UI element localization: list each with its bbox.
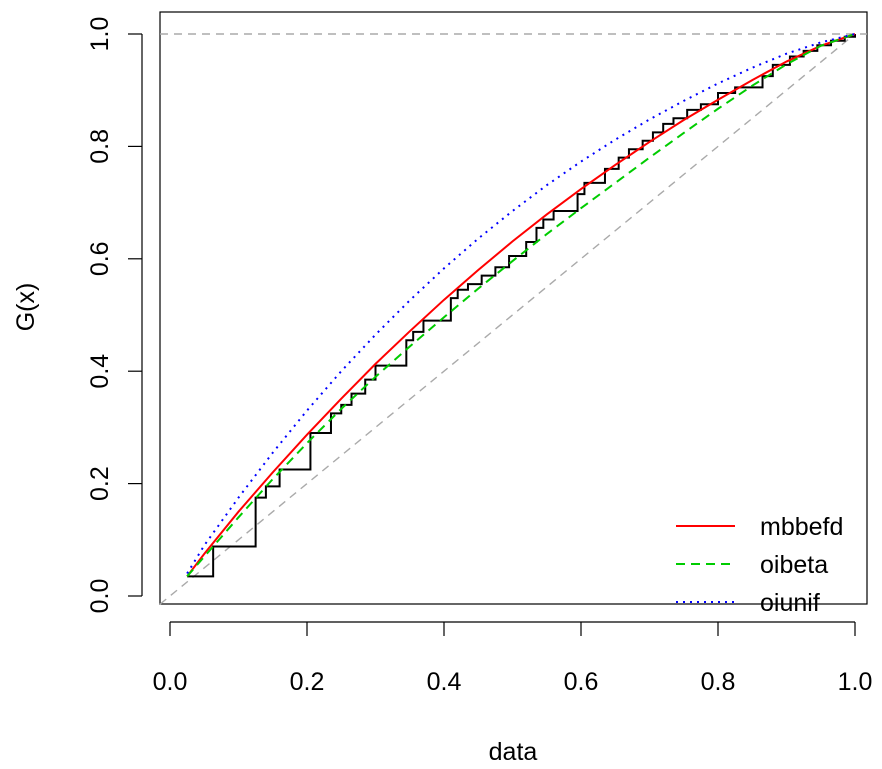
series-line-oibeta <box>186 33 856 577</box>
reference-line-diagonal <box>159 33 856 605</box>
series-line-mbbefd <box>186 33 856 577</box>
x-tick-label: 0.0 <box>153 668 188 696</box>
y-axis: 0.0 0.2 0.4 0.6 0.8 1.0 <box>86 17 143 614</box>
y-tick-label: 0.4 <box>86 354 114 389</box>
y-tick-label: 0.0 <box>86 579 114 614</box>
legend-label-mbbefd: mbbefd <box>760 513 843 541</box>
empirical-step-line <box>187 34 856 578</box>
x-tick-label: 1.0 <box>838 668 873 696</box>
x-tick-label: 0.2 <box>290 668 325 696</box>
x-tick-label: 0.6 <box>564 668 599 696</box>
series-line-oiunif <box>186 33 856 575</box>
reference-lines <box>159 33 867 605</box>
y-tick-label: 0.6 <box>86 241 114 276</box>
legend-label-oiunif: oiunif <box>760 589 820 617</box>
y-tick-label: 1.0 <box>86 17 114 52</box>
plot-frame <box>159 11 868 605</box>
y-axis-title: G(x) <box>12 283 40 332</box>
x-axis-title: data <box>489 738 538 766</box>
x-tick-label: 0.8 <box>701 668 736 696</box>
y-tick-label: 0.2 <box>86 466 114 501</box>
series-layer <box>186 33 856 578</box>
legend: mbbefd oibeta oiunif <box>676 513 843 617</box>
legend-label-oibeta: oibeta <box>760 551 828 579</box>
y-tick-label: 0.8 <box>86 129 114 164</box>
x-axis: 0.0 0.2 0.4 0.6 0.8 1.0 <box>153 621 873 696</box>
x-tick-label: 0.4 <box>427 668 462 696</box>
